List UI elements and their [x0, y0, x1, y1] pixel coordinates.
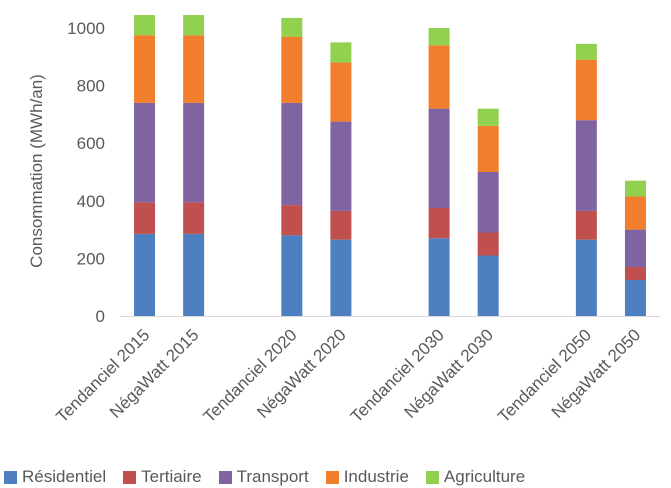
axis-layer: 0 200 400 600 800 1000 — [67, 19, 660, 326]
y-tick-label: 200 — [77, 249, 105, 268]
x-tick-label: NégaWatt 2015 — [106, 325, 203, 422]
legend-item: Agriculture — [425, 467, 526, 487]
bar-segment-rsidentiel — [575, 239, 597, 316]
bar-segment-agriculture — [330, 42, 352, 63]
y-tick-label: 400 — [77, 192, 105, 211]
bar-segment-transport — [134, 102, 156, 203]
bar-segment-agriculture — [281, 17, 303, 37]
legend: Résidentiel Tertiaire Transport Industrie Ag… — [0, 466, 671, 488]
legend-label: Transport — [236, 467, 309, 486]
legend-swatch — [325, 470, 339, 484]
legend-item: Tertiaire — [123, 467, 202, 487]
bar-segment-industrie — [624, 196, 646, 230]
bar-segment-transport — [330, 121, 352, 211]
x-tick-label: NégaWatt 2050 — [548, 325, 645, 422]
legend-item: Résidentiel — [4, 467, 106, 487]
legend-label: Tertiaire — [141, 467, 202, 486]
legend-label: Industrie — [343, 467, 409, 486]
bar-segment-tertiaire — [624, 267, 646, 280]
bar-segment-rsidentiel — [477, 255, 499, 316]
bar-segment-rsidentiel — [428, 238, 450, 316]
bar-segment-industrie — [281, 36, 303, 103]
stacked-bar-chart: 0 200 400 600 800 1000 Tendanciel 2015NégaWat… — [27, 15, 660, 426]
legend-label: Résidentiel — [22, 467, 107, 486]
bar-segment-industrie — [183, 35, 205, 103]
bar-segment-agriculture — [134, 15, 156, 36]
bar-segment-transport — [428, 108, 450, 208]
y-tick-label: 1000 — [67, 19, 105, 38]
bar-segment-industrie — [330, 62, 352, 122]
bar-segment-tertiaire — [428, 208, 450, 239]
bar-segment-rsidentiel — [330, 239, 352, 316]
bar-segment-transport — [575, 120, 597, 211]
y-axis-label: Consommation (MWh/an) — [27, 74, 46, 268]
legend-swatch — [425, 470, 439, 484]
bar-segment-industrie — [477, 125, 499, 172]
legend-swatch — [218, 470, 232, 484]
bar-segment-agriculture — [477, 108, 499, 126]
bar-segment-industrie — [575, 59, 597, 121]
bar-segment-tertiaire — [183, 202, 205, 234]
bar-segment-tertiaire — [575, 210, 597, 240]
bar-segment-agriculture — [183, 15, 205, 36]
bar-segment-transport — [281, 102, 303, 206]
x-tick-label: NégaWatt 2020 — [253, 325, 350, 422]
bar-segment-rsidentiel — [134, 233, 156, 316]
bar-segment-transport — [183, 102, 205, 203]
bar-segment-rsidentiel — [624, 280, 646, 316]
y-tick-label: 800 — [77, 77, 105, 96]
bars-layer — [134, 15, 646, 316]
bar-segment-tertiaire — [330, 210, 352, 240]
bar-segment-industrie — [134, 35, 156, 103]
y-tick-label: 0 — [96, 307, 105, 326]
legend-swatch — [123, 470, 137, 484]
bar-segment-rsidentiel — [281, 235, 303, 316]
bar-segment-tertiaire — [134, 202, 156, 234]
bar-segment-transport — [624, 229, 646, 268]
bar-segment-transport — [477, 172, 499, 233]
bar-segment-agriculture — [428, 28, 450, 46]
legend-item: Industrie — [325, 467, 409, 487]
x-tick-label: NégaWatt 2030 — [400, 325, 497, 422]
legend-item: Transport — [218, 467, 309, 487]
legend-swatch — [4, 470, 17, 484]
bar-segment-tertiaire — [477, 232, 499, 256]
legend-label: Agriculture — [443, 467, 526, 486]
bar-segment-agriculture — [575, 43, 597, 60]
bar-segment-rsidentiel — [183, 233, 205, 316]
bar-segment-tertiaire — [281, 205, 303, 236]
bar-segment-industrie — [428, 45, 450, 109]
y-tick-label: 600 — [77, 134, 105, 153]
bar-segment-agriculture — [624, 180, 646, 197]
